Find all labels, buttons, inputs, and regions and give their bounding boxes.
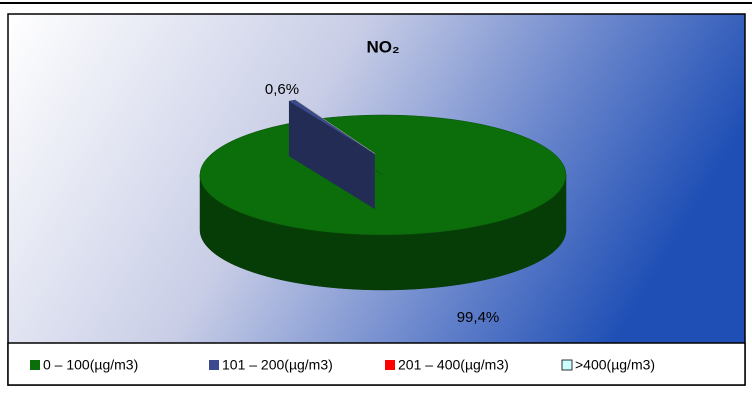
data-label: 99,4% [457,309,500,326]
chart-title: NO₂ [366,37,399,56]
data-label: 0,6% [265,81,299,98]
legend-label: 0 – 100(µg/m3) [43,357,138,373]
legend-swatch [209,360,219,370]
legend-label: 201 – 400(µg/m3) [398,357,509,373]
legend-swatch [561,359,573,371]
legend-label: >400(µg/m3) [575,357,655,373]
slice [199,114,567,236]
legend-swatch [30,360,40,370]
legend [7,342,746,386]
legend-label: 101 – 200(µg/m3) [222,357,333,373]
slice [288,99,375,155]
slice-side [288,101,375,210]
legend-swatch [385,360,395,370]
